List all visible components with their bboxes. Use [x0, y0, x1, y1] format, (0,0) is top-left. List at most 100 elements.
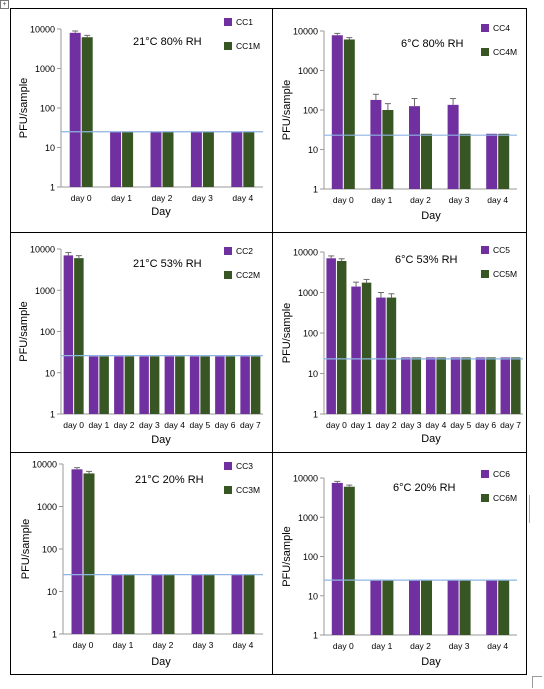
- bar-CC2M-6: [225, 356, 236, 414]
- bar-CC3-3: [191, 574, 203, 634]
- bar-CC6-0: [331, 482, 343, 635]
- bar-CC1-0: [69, 32, 81, 188]
- bar-CC6-3: [447, 580, 459, 635]
- bar-CC6-2: [409, 580, 420, 635]
- y-tick-label: 10000: [293, 474, 318, 484]
- y-tick-label: 10000: [30, 245, 55, 255]
- bar-CC2M-2: [124, 356, 135, 414]
- x-tick-label: day 0: [333, 641, 354, 651]
- x-tick-label: day 3: [449, 641, 470, 651]
- bar-CC5M-3: [411, 357, 422, 414]
- x-tick-label: day 3: [193, 640, 214, 650]
- chart-svg: 1 10 100 1000 10000 PFU/sample day 0 day 1 day 2…: [281, 23, 517, 222]
- bar-CC2M-5: [200, 356, 210, 414]
- chart-title: 21°C 80% RH: [133, 36, 202, 48]
- x-tick-label: day 5: [189, 420, 210, 430]
- bar-CC6M-3: [459, 580, 471, 635]
- bar-CC4-0: [331, 35, 343, 189]
- legend-swatch: [481, 24, 489, 32]
- bar-CC4M-3: [459, 133, 471, 189]
- bar-CC6M-4: [498, 580, 510, 635]
- x-tick-label: day 4: [164, 420, 185, 430]
- chart-svg: 1 10 100 1000 10000 PFU/sample day 0 day 1 day 2…: [281, 469, 517, 668]
- chart-title: 6°C 20% RH: [393, 482, 456, 494]
- chart-svg: 1 10 100 1000 10000 PFU/sample day 0 day 1 day 2…: [281, 245, 523, 445]
- y-tick-label: 100: [42, 545, 57, 555]
- legend-label: CC1M: [236, 41, 260, 51]
- chart-panel-4: 1 10 100 1000 10000 PFU/sample day 0 day 1 day 2…: [273, 233, 528, 453]
- legend-label: CC3M: [236, 485, 260, 495]
- bar-CC1-1: [110, 131, 122, 187]
- x-tick-label: day 3: [139, 420, 160, 430]
- bar-CC5M-6: [486, 357, 496, 414]
- bar-CC3-1: [111, 574, 123, 634]
- bar-CC6M-0: [343, 486, 355, 635]
- bar-CC2M-4: [175, 356, 185, 414]
- chart-title: 21°C 53% RH: [133, 258, 202, 270]
- legend-label: CC1: [236, 17, 253, 27]
- bar-CC5M-2: [386, 297, 397, 414]
- bar-CC4M-0: [343, 39, 355, 190]
- x-tick-label: day 4: [487, 641, 508, 651]
- legend-label: CC6M: [493, 493, 517, 503]
- bar-CC3-0: [71, 469, 83, 634]
- y-tick-label: 10: [308, 145, 318, 155]
- bar-CC5M-7: [511, 357, 521, 414]
- x-tick-label: day 2: [376, 420, 397, 430]
- bar-CC5-0: [326, 258, 336, 414]
- table-move-handle-icon[interactable]: +: [0, 0, 9, 9]
- y-tick-label: 1: [50, 410, 55, 420]
- x-tick-label: day 2: [410, 195, 431, 205]
- bar-CC3-2: [151, 574, 163, 634]
- y-tick-label: 1000: [298, 66, 318, 76]
- grid-row-divider-2: [11, 452, 526, 453]
- legend-swatch: [481, 270, 489, 278]
- bar-CC6-1: [370, 580, 382, 635]
- legend-swatch: [481, 470, 489, 478]
- grid-column-divider: [272, 9, 273, 674]
- x-tick-label: day 1: [111, 193, 132, 203]
- y-tick-label: 10: [308, 591, 318, 601]
- y-tick-label: 10: [308, 369, 318, 379]
- bar-CC5M-0: [336, 260, 347, 414]
- legend-swatch: [224, 42, 232, 50]
- legend-swatch: [224, 247, 232, 255]
- x-tick-label: day 1: [351, 420, 372, 430]
- legend-label: CC3: [236, 461, 253, 471]
- resize-handle[interactable]: [532, 676, 542, 688]
- y-tick-label: 10000: [293, 248, 318, 258]
- y-tick-label: 10: [45, 143, 55, 153]
- y-tick-label: 10000: [30, 25, 55, 35]
- chart-svg: 1 10 100 1000 10000 PFU/sample day 0 day 1 day 2…: [18, 245, 263, 446]
- bar-CC5-3: [401, 357, 411, 414]
- legend-label: CC5: [493, 245, 510, 255]
- y-tick-label: 1: [313, 185, 318, 195]
- x-tick-label: day 7: [500, 420, 521, 430]
- chart-panel-5: 1 10 100 1000 10000 PFU/sample day 0 day 1 day 2…: [11, 453, 273, 676]
- bar-CC2-6: [215, 356, 225, 414]
- y-tick-label: 1000: [298, 513, 318, 523]
- chart-title: 6°C 80% RH: [401, 38, 464, 50]
- x-tick-label: day 5: [450, 420, 471, 430]
- x-tick-label: day 3: [401, 420, 422, 430]
- bar-CC2M-3: [149, 356, 160, 414]
- x-tick-label: day 4: [232, 193, 253, 203]
- bar-CC1M-1: [122, 131, 134, 187]
- bar-CC2-2: [114, 356, 124, 414]
- grid-row-divider-1: [11, 232, 526, 233]
- x-tick-label: day 1: [372, 195, 393, 205]
- y-tick-label: 100: [303, 329, 318, 339]
- y-tick-label: 10000: [293, 27, 318, 37]
- x-tick-label: day 2: [153, 640, 174, 650]
- bar-CC5M-4: [436, 357, 446, 414]
- x-tick-label: day 0: [71, 193, 92, 203]
- y-tick-label: 10000: [32, 460, 57, 470]
- legend-label: CC4M: [493, 47, 517, 57]
- x-axis-label: Day: [151, 206, 171, 218]
- bar-CC3M-2: [163, 574, 175, 634]
- bar-CC1-4: [231, 131, 243, 187]
- x-tick-label: day 4: [487, 195, 508, 205]
- bar-CC1-3: [190, 131, 202, 187]
- x-tick-label: day 3: [449, 195, 470, 205]
- bar-CC4-2: [409, 106, 420, 189]
